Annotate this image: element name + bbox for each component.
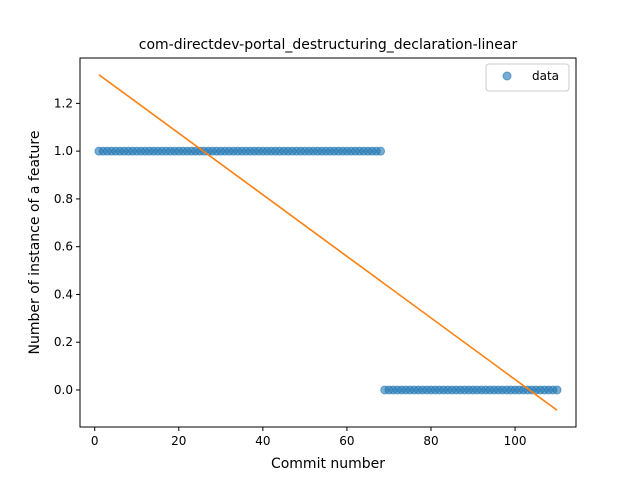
x-axis-label: Commit number [271,456,385,472]
y-tick-label: 0.4 [54,287,73,301]
y-axis-label: Number of instance of a feature [27,131,43,355]
y-tick-label: 0.0 [54,383,73,397]
y-axis-ticks: 0.0 0.2 0.4 0.6 0.8 1.0 1.2 [54,96,80,397]
y-tick-label: 0.6 [54,240,73,254]
x-tick-label: 40 [255,434,270,448]
data-point [552,385,562,395]
plot-frame [79,57,577,428]
y-tick-label: 0.8 [54,192,73,206]
y-tick-label: 0.2 [54,335,73,349]
series-layer [94,74,562,411]
fit-line [98,74,558,411]
x-tick-label: 100 [504,434,527,448]
x-tick-label: 0 [91,434,99,448]
x-tick-label: 80 [423,434,438,448]
legend-marker-data [502,71,512,81]
legend: data [485,63,570,92]
x-axis-ticks: 0 20 40 60 80 100 [91,427,527,448]
y-tick-label: 1.2 [54,96,73,110]
chart-title: com-directdev-portal_destructuring_decla… [139,37,518,53]
plot-area: 0 20 40 60 80 100 0.0 0.2 0.4 0.6 0.8 1.0 1.2 [54,57,577,448]
y-tick-label: 1.0 [54,144,73,158]
x-tick-label: 20 [171,434,186,448]
legend-label-data: data [532,69,559,83]
data-point [376,146,386,156]
legend-frame [485,63,570,92]
x-tick-label: 60 [339,434,354,448]
